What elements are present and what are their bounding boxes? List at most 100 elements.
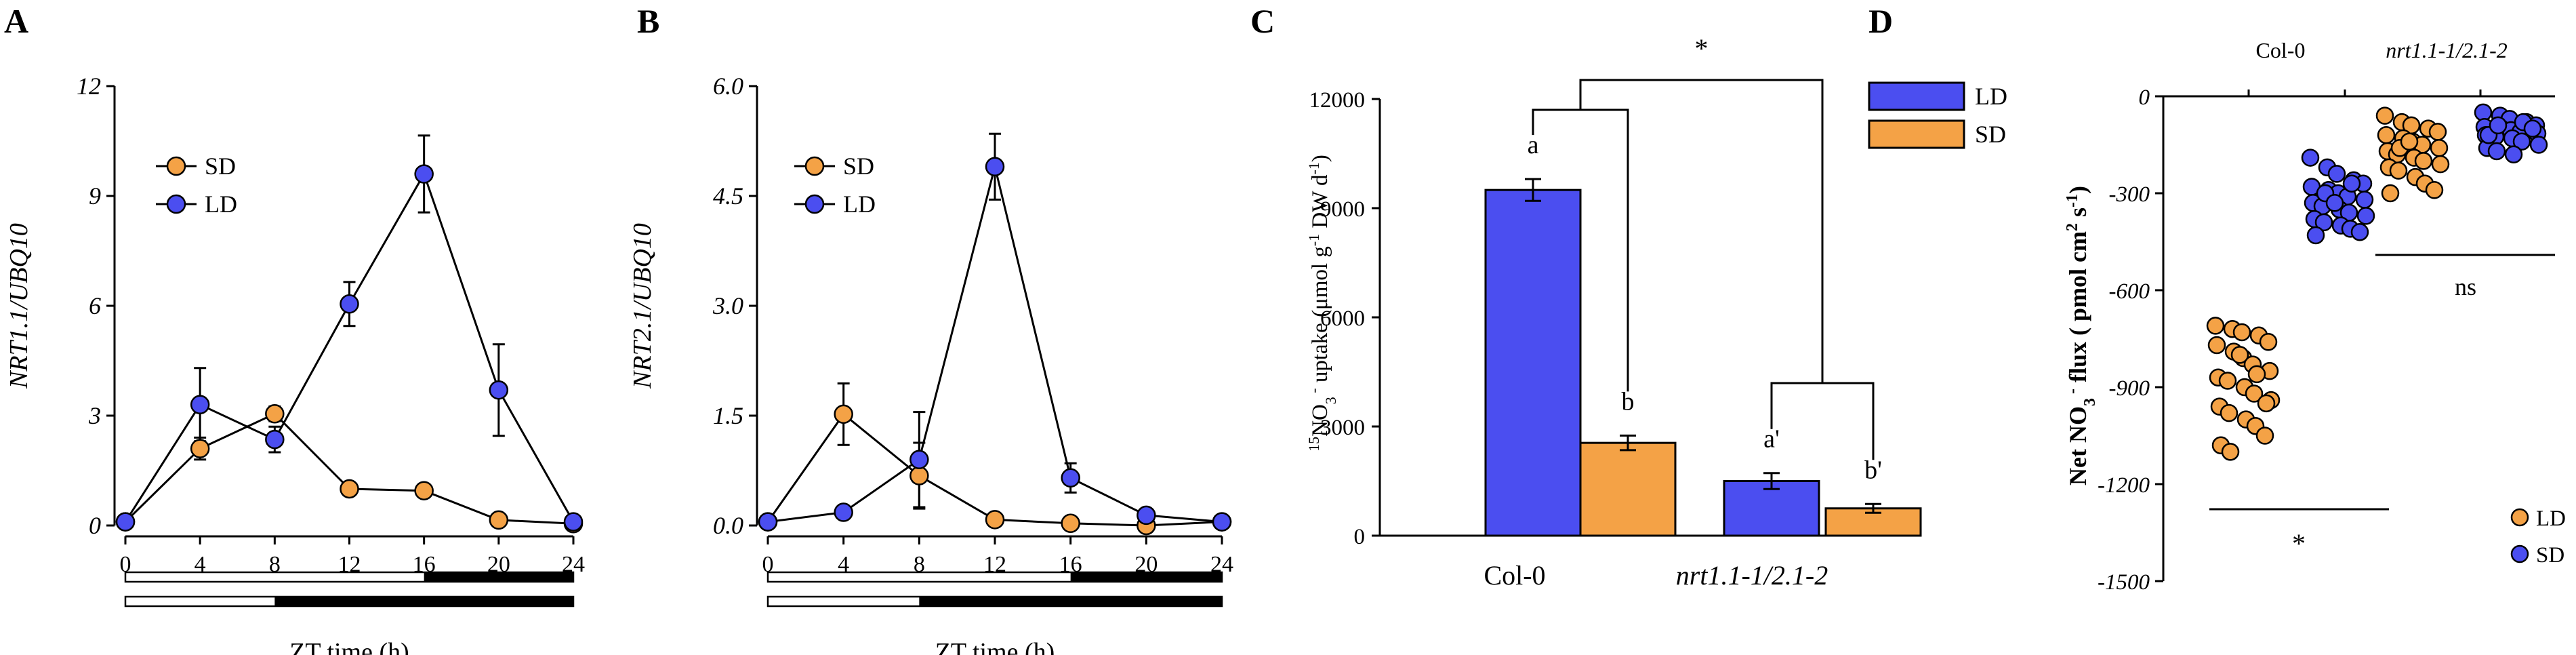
panelA-y-tick-label: 6 xyxy=(89,292,101,319)
panelB-y-tick-label: 1.5 xyxy=(713,402,743,429)
d-point-sd xyxy=(2325,194,2344,212)
c-category-mutant: nrt1.1-1/2.1-2 xyxy=(1676,560,1828,591)
panel-b-label: B xyxy=(637,2,659,40)
d-point-ld xyxy=(2259,333,2278,351)
panelB-point-sd xyxy=(834,404,853,424)
panelB-legend-label-ld: LD xyxy=(843,191,876,218)
d-point-ld xyxy=(2218,372,2237,390)
d-group-mutant: nrt1.1-1/2.1-2 xyxy=(2386,38,2508,62)
panelA-point-ld xyxy=(115,512,136,532)
panelA-point-sd xyxy=(414,481,434,500)
panelA-photoperiod-ld-dark xyxy=(424,572,573,582)
c-bar-sd xyxy=(1579,441,1677,537)
c-legend-label-sd: SD xyxy=(1975,121,2006,148)
panelB-point-ld xyxy=(985,157,1005,177)
c-legend-swatch-sd xyxy=(1868,119,1965,149)
d-point-ld xyxy=(2257,394,2276,413)
c-significance-letter: b xyxy=(1622,387,1635,416)
panelA-y-tick-label: 3 xyxy=(88,402,101,429)
panelA-point-sd xyxy=(489,510,509,530)
c-significance-letter: b' xyxy=(1864,456,1882,484)
panelA-x-tick-label: 8 xyxy=(269,552,281,577)
d-point-sd xyxy=(2350,222,2369,241)
d-point-ld xyxy=(2207,336,2226,355)
d-significance-ns: ns xyxy=(2455,273,2476,300)
d-point-ld xyxy=(2430,139,2449,157)
d-point-ld xyxy=(2255,426,2274,445)
d-y-tick-label: -900 xyxy=(2109,376,2150,401)
c-significance-letter: a xyxy=(1528,131,1539,159)
d-point-ld xyxy=(2428,123,2447,141)
d-legend-marker-sd xyxy=(2510,544,2529,563)
d-point-sd xyxy=(2487,142,2506,161)
d-point-sd xyxy=(2306,226,2325,245)
d-y-tick-label: -1200 xyxy=(2098,473,2150,498)
d-point-ld xyxy=(2375,106,2394,125)
c-category-col0: Col-0 xyxy=(1484,560,1545,591)
panelA-y-tick-label: 12 xyxy=(77,73,101,100)
d-y-tick-label: -1500 xyxy=(2098,570,2150,595)
panelB-point-ld xyxy=(1061,468,1080,488)
panelA-y-axis-label: NRT1.1/UBQ10 xyxy=(5,223,33,389)
d-point-ld xyxy=(2232,323,2251,342)
d-y-tick-label: -600 xyxy=(2109,279,2150,304)
d-group-col0: Col-0 xyxy=(2256,38,2306,62)
d-legend-label-sd: SD xyxy=(2536,543,2564,568)
panel-d-scatter-chart: Net NO3 - flux ( pmol cm2 s-1) Col-0 nrt… xyxy=(2064,38,2566,595)
d-point-ld xyxy=(2389,161,2408,180)
panelA-photoperiod-sd-dark xyxy=(274,597,573,606)
c-bar-ld xyxy=(1723,480,1820,537)
d-point-ld xyxy=(2221,443,2240,461)
d-legend-marker-ld xyxy=(2510,508,2529,527)
panel-b-line-chart: 0.01.53.04.56.00 4 8 12 16 20 24NRT2.1/UBQ10ZT… xyxy=(628,73,1233,655)
d-point-ld xyxy=(2206,317,2225,335)
panelB-point-sd xyxy=(985,510,1005,530)
d-point-sd xyxy=(2314,213,2333,232)
d-point-ld xyxy=(2400,132,2419,151)
d-point-sd xyxy=(2356,207,2375,225)
panelA-legend-label-sd: SD xyxy=(205,153,236,180)
c-y-tick-label: 0 xyxy=(1354,525,1366,549)
panelB-legend-label-sd: SD xyxy=(843,153,874,180)
panelA-point-sd xyxy=(190,439,210,458)
panelB-x-tick-label: 0 xyxy=(762,552,774,577)
d-point-sd xyxy=(2489,116,2508,135)
panel-c-bar-chart: 15NO3 - uptake (μmol g-1 DW d-1) Col-0 n… xyxy=(1305,33,2008,591)
c-legend-swatch-ld xyxy=(1868,81,1965,111)
panelA-y-tick-label: 0 xyxy=(89,512,101,539)
panelB-point-sd xyxy=(909,466,929,485)
panel-d-label: D xyxy=(1868,2,1893,40)
c-ylabel: 15NO3 - uptake (μmol g-1 DW d-1) xyxy=(1305,155,1339,452)
panelA-point-ld xyxy=(340,294,359,314)
panelB-x-axis-label: ZT time (h) xyxy=(935,638,1055,655)
panelA-point-sd xyxy=(265,404,285,424)
panelB-legend-marker-ld xyxy=(804,194,825,214)
panelA-x-tick-label: 4 xyxy=(195,552,206,577)
d-point-ld xyxy=(2230,346,2249,364)
d-point-ld xyxy=(2381,184,2400,203)
c-bar-ld xyxy=(1484,188,1582,537)
panelB-point-sd xyxy=(1061,513,1080,534)
panelB-point-ld xyxy=(1137,505,1156,525)
panelA-point-ld xyxy=(265,429,285,450)
panelB-photoperiod-ld-dark xyxy=(1070,572,1222,582)
d-point-ld xyxy=(2245,384,2264,403)
c-y-tick-label: 9000 xyxy=(1320,197,1365,222)
c-legend-label-ld: LD xyxy=(1975,83,2007,110)
panelB-y-tick-label: 6.0 xyxy=(713,73,743,100)
d-point-sd xyxy=(2523,119,2542,138)
panelA-legend-marker-ld xyxy=(166,194,186,214)
d-point-sd xyxy=(2301,148,2320,167)
c-bracket xyxy=(1770,382,1875,460)
panelA-point-ld xyxy=(414,164,434,184)
d-ylabel: Net NO3 - flux ( pmol cm2 s-1) xyxy=(2064,186,2099,485)
d-significance-star: * xyxy=(2292,528,2306,559)
panelA-point-ld xyxy=(563,512,584,532)
panelB-y-axis-label: NRT2.1/UBQ10 xyxy=(628,223,657,389)
d-point-sd xyxy=(2504,145,2523,164)
panelB-point-ld xyxy=(758,512,778,532)
panelB-y-tick-label: 0.0 xyxy=(713,512,743,539)
d-y-tick-label: 0 xyxy=(2139,85,2150,110)
